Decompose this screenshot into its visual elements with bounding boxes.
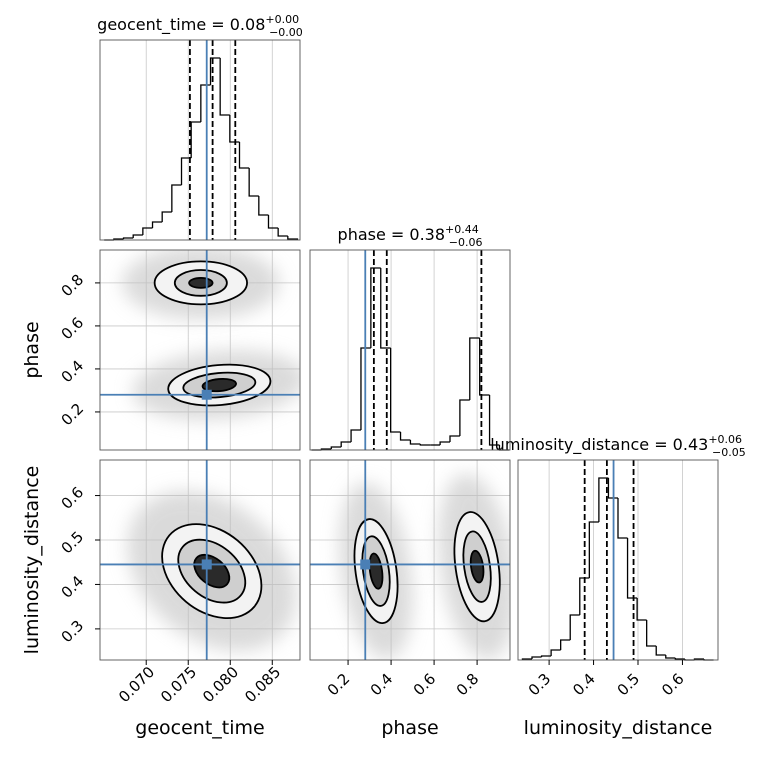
truth-marker: [360, 559, 371, 570]
histogram-step: [132, 234, 143, 238]
histogram-step: [151, 221, 163, 228]
histogram-step: [531, 656, 542, 659]
density-panel: [339, 473, 510, 660]
histogram-step: [399, 432, 411, 441]
histogram-step: [258, 196, 269, 216]
histogram-step: [122, 237, 134, 239]
contour: [201, 377, 237, 393]
histogram-step: [238, 142, 250, 169]
contour: [469, 549, 485, 584]
y-axis-label: phase: [21, 321, 43, 378]
title-upper: +0.44: [445, 223, 479, 236]
truth-marker: [201, 559, 212, 570]
histogram-step: [617, 498, 628, 539]
histogram-step: [569, 614, 580, 640]
histogram-step: [636, 598, 647, 621]
histogram-step: [267, 215, 279, 229]
histogram-step: [219, 58, 230, 116]
title-text: phase = 0.38: [338, 225, 445, 244]
histogram-step: [540, 655, 552, 657]
title-upper: +0.06: [708, 433, 742, 446]
panel-frame: [99, 249, 301, 451]
histogram-step: [665, 655, 676, 659]
x-axis-label: geocent_time: [135, 717, 264, 739]
title-text: geocent_time = 0.08: [97, 15, 265, 35]
histogram-step: [161, 211, 172, 222]
histogram-step: [449, 435, 460, 442]
histogram-step: [459, 399, 470, 436]
histogram-step: [248, 168, 259, 197]
panel-frame: [517, 459, 719, 661]
histogram-step: [370, 267, 381, 348]
x-axis-label: phase: [381, 717, 438, 739]
truth-marker: [201, 389, 212, 400]
histogram-step: [277, 228, 288, 237]
density-layer: [127, 491, 297, 652]
contour: [188, 277, 214, 289]
y-axis-label: luminosity_distance: [21, 466, 43, 655]
histogram-step: [560, 639, 571, 650]
density-layer: [339, 473, 510, 660]
histogram-step: [209, 57, 221, 85]
x-axis-label: luminosity_distance: [524, 717, 713, 739]
panel-frame: [309, 249, 511, 451]
title-text: luminosity_distance = 0.43: [490, 435, 708, 455]
histogram-step: [229, 115, 240, 143]
histogram-step: [360, 347, 371, 430]
panel-title: luminosity_distance = 0.43+0.06 −0.05: [490, 433, 746, 459]
histogram-step: [469, 337, 480, 400]
histogram-step: [409, 440, 421, 445]
contour: [368, 552, 384, 590]
title-lower: −0.06: [449, 236, 483, 249]
histogram-step: [350, 429, 361, 442]
histogram-step: [180, 157, 192, 185]
histogram-step: [488, 395, 500, 446]
density-panel: [122, 250, 300, 420]
histogram-step: [142, 227, 153, 235]
density-panel: [127, 491, 297, 652]
title-lower: −0.00: [269, 26, 303, 39]
histogram-step: [550, 649, 561, 656]
panel-frame: [99, 39, 301, 241]
density-layer: [122, 250, 300, 420]
histogram-step: [588, 521, 599, 578]
histogram-step: [598, 477, 609, 522]
histogram-step: [674, 658, 685, 660]
histogram-step: [479, 338, 490, 396]
histogram-step: [330, 446, 342, 449]
panel-frame: [309, 459, 511, 661]
histogram-step: [380, 268, 391, 349]
histogram-step: [190, 121, 201, 158]
histogram-step: [646, 620, 657, 647]
histogram-step: [579, 577, 590, 615]
title-lower: −0.05: [712, 446, 746, 459]
panel-title: geocent_time = 0.08+0.00 −0.00: [97, 13, 303, 39]
histogram-step: [419, 444, 431, 446]
histogram-step: [340, 441, 352, 447]
panel-frame: [99, 459, 301, 661]
title-upper: +0.00: [265, 13, 299, 26]
histogram-step: [287, 236, 299, 240]
histogram-step: [171, 184, 182, 212]
histogram-step: [389, 348, 401, 433]
histogram-step: [607, 478, 618, 499]
histogram-step: [439, 441, 450, 445]
panel-title: phase = 0.38+0.44 −0.06: [338, 223, 483, 249]
histogram-step: [655, 646, 666, 656]
